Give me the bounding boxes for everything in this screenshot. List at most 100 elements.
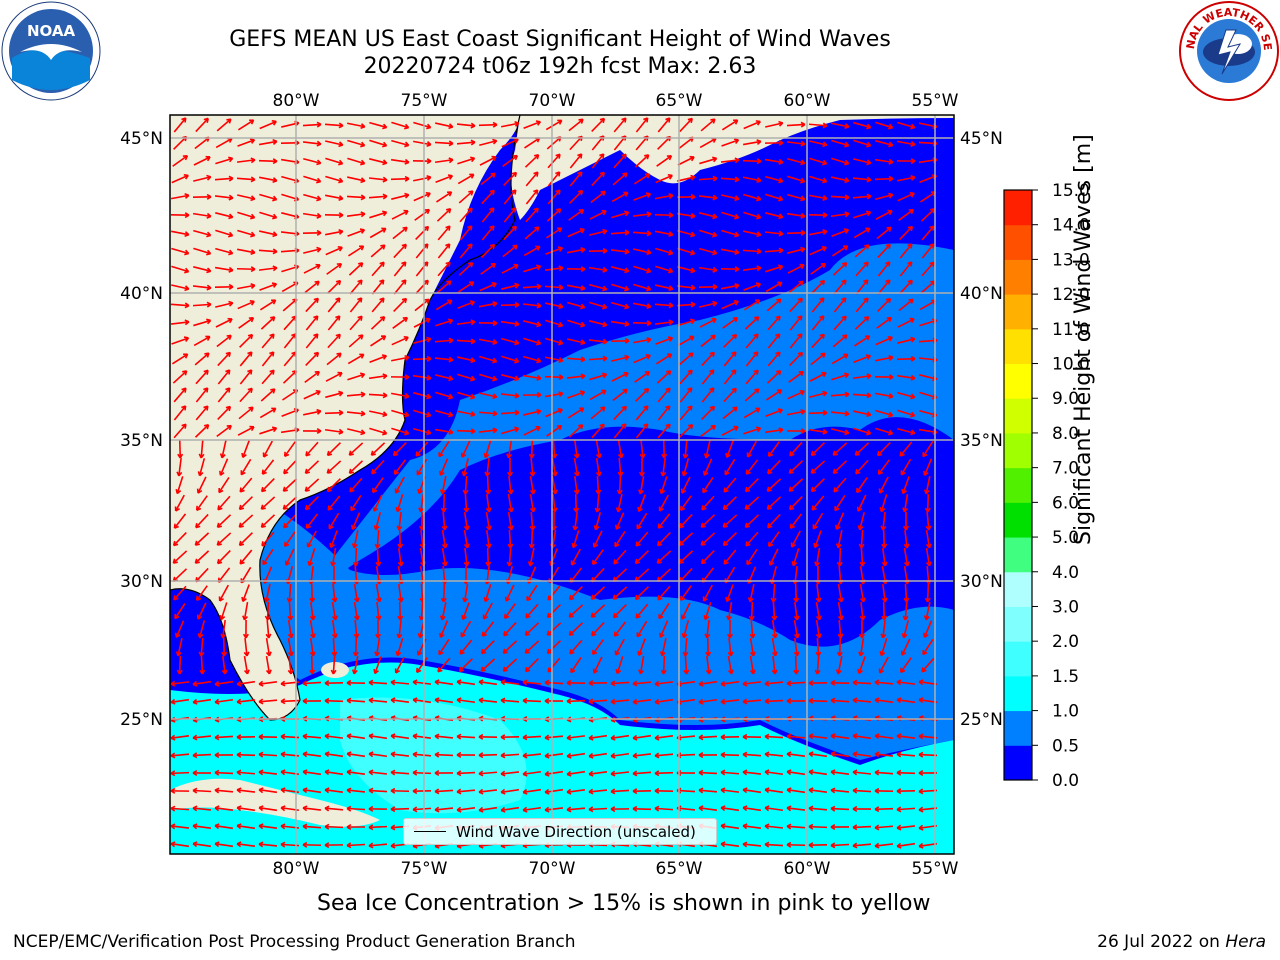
wave-direction-arrow	[217, 387, 231, 403]
wave-direction-arrow	[349, 315, 363, 331]
wave-direction-arrow	[412, 355, 432, 362]
wave-direction-arrow	[699, 247, 718, 256]
wave-direction-arrow	[171, 265, 190, 274]
wave-direction-arrow	[195, 585, 208, 602]
wave-direction-arrow	[701, 495, 715, 511]
wave-direction-arrow	[370, 316, 386, 330]
colorbar-segment	[1004, 537, 1032, 573]
wave-direction-arrow	[808, 680, 828, 687]
wave-direction-arrow	[632, 752, 652, 759]
wave-direction-arrow	[809, 140, 828, 148]
wave-direction-arrow	[566, 373, 586, 380]
wave-direction-arrow	[659, 476, 668, 495]
wave-direction-arrow	[610, 788, 630, 795]
wave-direction-arrow	[656, 550, 672, 564]
wave-direction-arrow	[441, 511, 448, 531]
wave-direction-arrow	[262, 549, 274, 566]
wave-direction-arrow	[815, 619, 822, 639]
wave-direction-arrow	[810, 352, 826, 366]
wave-direction-arrow	[331, 601, 338, 621]
wave-direction-arrow	[305, 333, 319, 349]
wave-direction-arrow	[260, 388, 276, 402]
wave-direction-arrow	[435, 299, 453, 311]
wave-direction-arrow	[720, 805, 740, 812]
wave-direction-arrow	[680, 476, 691, 494]
wave-direction-arrow	[611, 210, 630, 219]
wave-direction-arrow	[859, 547, 866, 567]
wave-direction-arrow	[593, 512, 602, 531]
wave-direction-arrow	[568, 604, 584, 618]
wave-direction-arrow	[743, 407, 761, 419]
wave-direction-arrow	[529, 511, 536, 531]
wave-direction-arrow	[654, 787, 674, 794]
wave-direction-arrow	[568, 424, 584, 438]
wave-direction-arrow	[237, 425, 255, 436]
wave-direction-arrow	[679, 585, 692, 602]
colorbar-segment	[1004, 606, 1032, 642]
wave-direction-arrow	[414, 208, 431, 221]
lat-tick-left: 35°N	[120, 431, 163, 451]
wave-direction-arrow	[610, 752, 630, 759]
wave-direction-arrow	[484, 457, 491, 477]
wave-direction-arrow	[830, 824, 850, 831]
wave-direction-arrow	[369, 210, 388, 219]
wave-direction-arrow	[614, 531, 626, 548]
wave-direction-arrow	[239, 351, 253, 367]
wave-direction-arrow	[172, 550, 188, 564]
wave-direction-arrow	[239, 333, 254, 348]
wave-direction-arrow	[590, 406, 606, 420]
wave-direction-arrow	[434, 679, 454, 686]
wave-direction-arrow	[305, 315, 319, 331]
wave-direction-arrow	[721, 283, 740, 290]
wave-direction-arrow	[303, 158, 322, 166]
wave-direction-arrow	[302, 680, 322, 687]
wave-direction-arrow	[478, 770, 498, 777]
colorbar-tick-label: 1.5	[1052, 667, 1079, 687]
wave-direction-arrow	[745, 369, 759, 385]
wave-direction-arrow	[458, 262, 474, 276]
lon-ticks-bottom: 80°W 75°W 70°W 65°W 60°W 55°W	[273, 859, 959, 879]
wave-direction-arrow	[369, 227, 387, 239]
wave-direction-arrow	[547, 153, 561, 169]
wave-direction-arrow	[263, 584, 271, 603]
wave-direction-arrow	[793, 619, 800, 639]
wave-direction-arrow	[369, 139, 388, 148]
legend-line-icon	[414, 831, 446, 832]
wave-direction-arrow	[702, 477, 714, 494]
wave-direction-arrow	[764, 158, 784, 165]
wave-direction-arrow	[412, 806, 432, 813]
wave-direction-arrow	[698, 266, 718, 273]
wave-direction-arrow	[896, 806, 916, 813]
wave-direction-arrow	[216, 424, 232, 438]
wave-direction-arrow	[721, 300, 739, 310]
wave-direction-arrow	[522, 283, 542, 290]
wave-direction-arrow	[589, 301, 608, 310]
lat-tick-right: 40°N	[960, 284, 1003, 304]
wave-direction-arrow	[440, 493, 447, 513]
wave-direction-arrow	[787, 193, 806, 202]
wave-direction-arrow	[610, 680, 630, 687]
wave-direction-arrow	[702, 584, 713, 602]
wave-direction-arrow	[195, 513, 209, 529]
wave-direction-arrow	[326, 460, 342, 474]
wave-direction-arrow	[682, 439, 689, 459]
wave-direction-arrow	[370, 335, 387, 347]
wave-direction-arrow	[590, 604, 606, 618]
wave-direction-arrow	[324, 733, 344, 740]
wave-direction-arrow	[457, 356, 476, 364]
wave-direction-arrow	[617, 457, 624, 477]
wave-direction-arrow	[349, 279, 363, 295]
wave-direction-arrow	[853, 354, 872, 363]
sea-ice-note: Sea Ice Concentration > 15% is shown in …	[317, 891, 931, 916]
wave-direction-arrow	[478, 410, 498, 417]
wave-direction-arrow	[258, 680, 278, 687]
wave-direction-arrow	[346, 194, 366, 201]
wave-direction-arrow	[859, 583, 866, 603]
wave-direction-arrow	[329, 530, 338, 549]
wave-direction-arrow	[352, 637, 359, 657]
wave-direction-arrow	[325, 371, 343, 382]
wave-direction-arrow	[705, 655, 712, 675]
wave-direction-arrow	[194, 550, 210, 564]
wave-direction-arrow	[766, 478, 782, 492]
wave-direction-arrow	[214, 805, 234, 812]
